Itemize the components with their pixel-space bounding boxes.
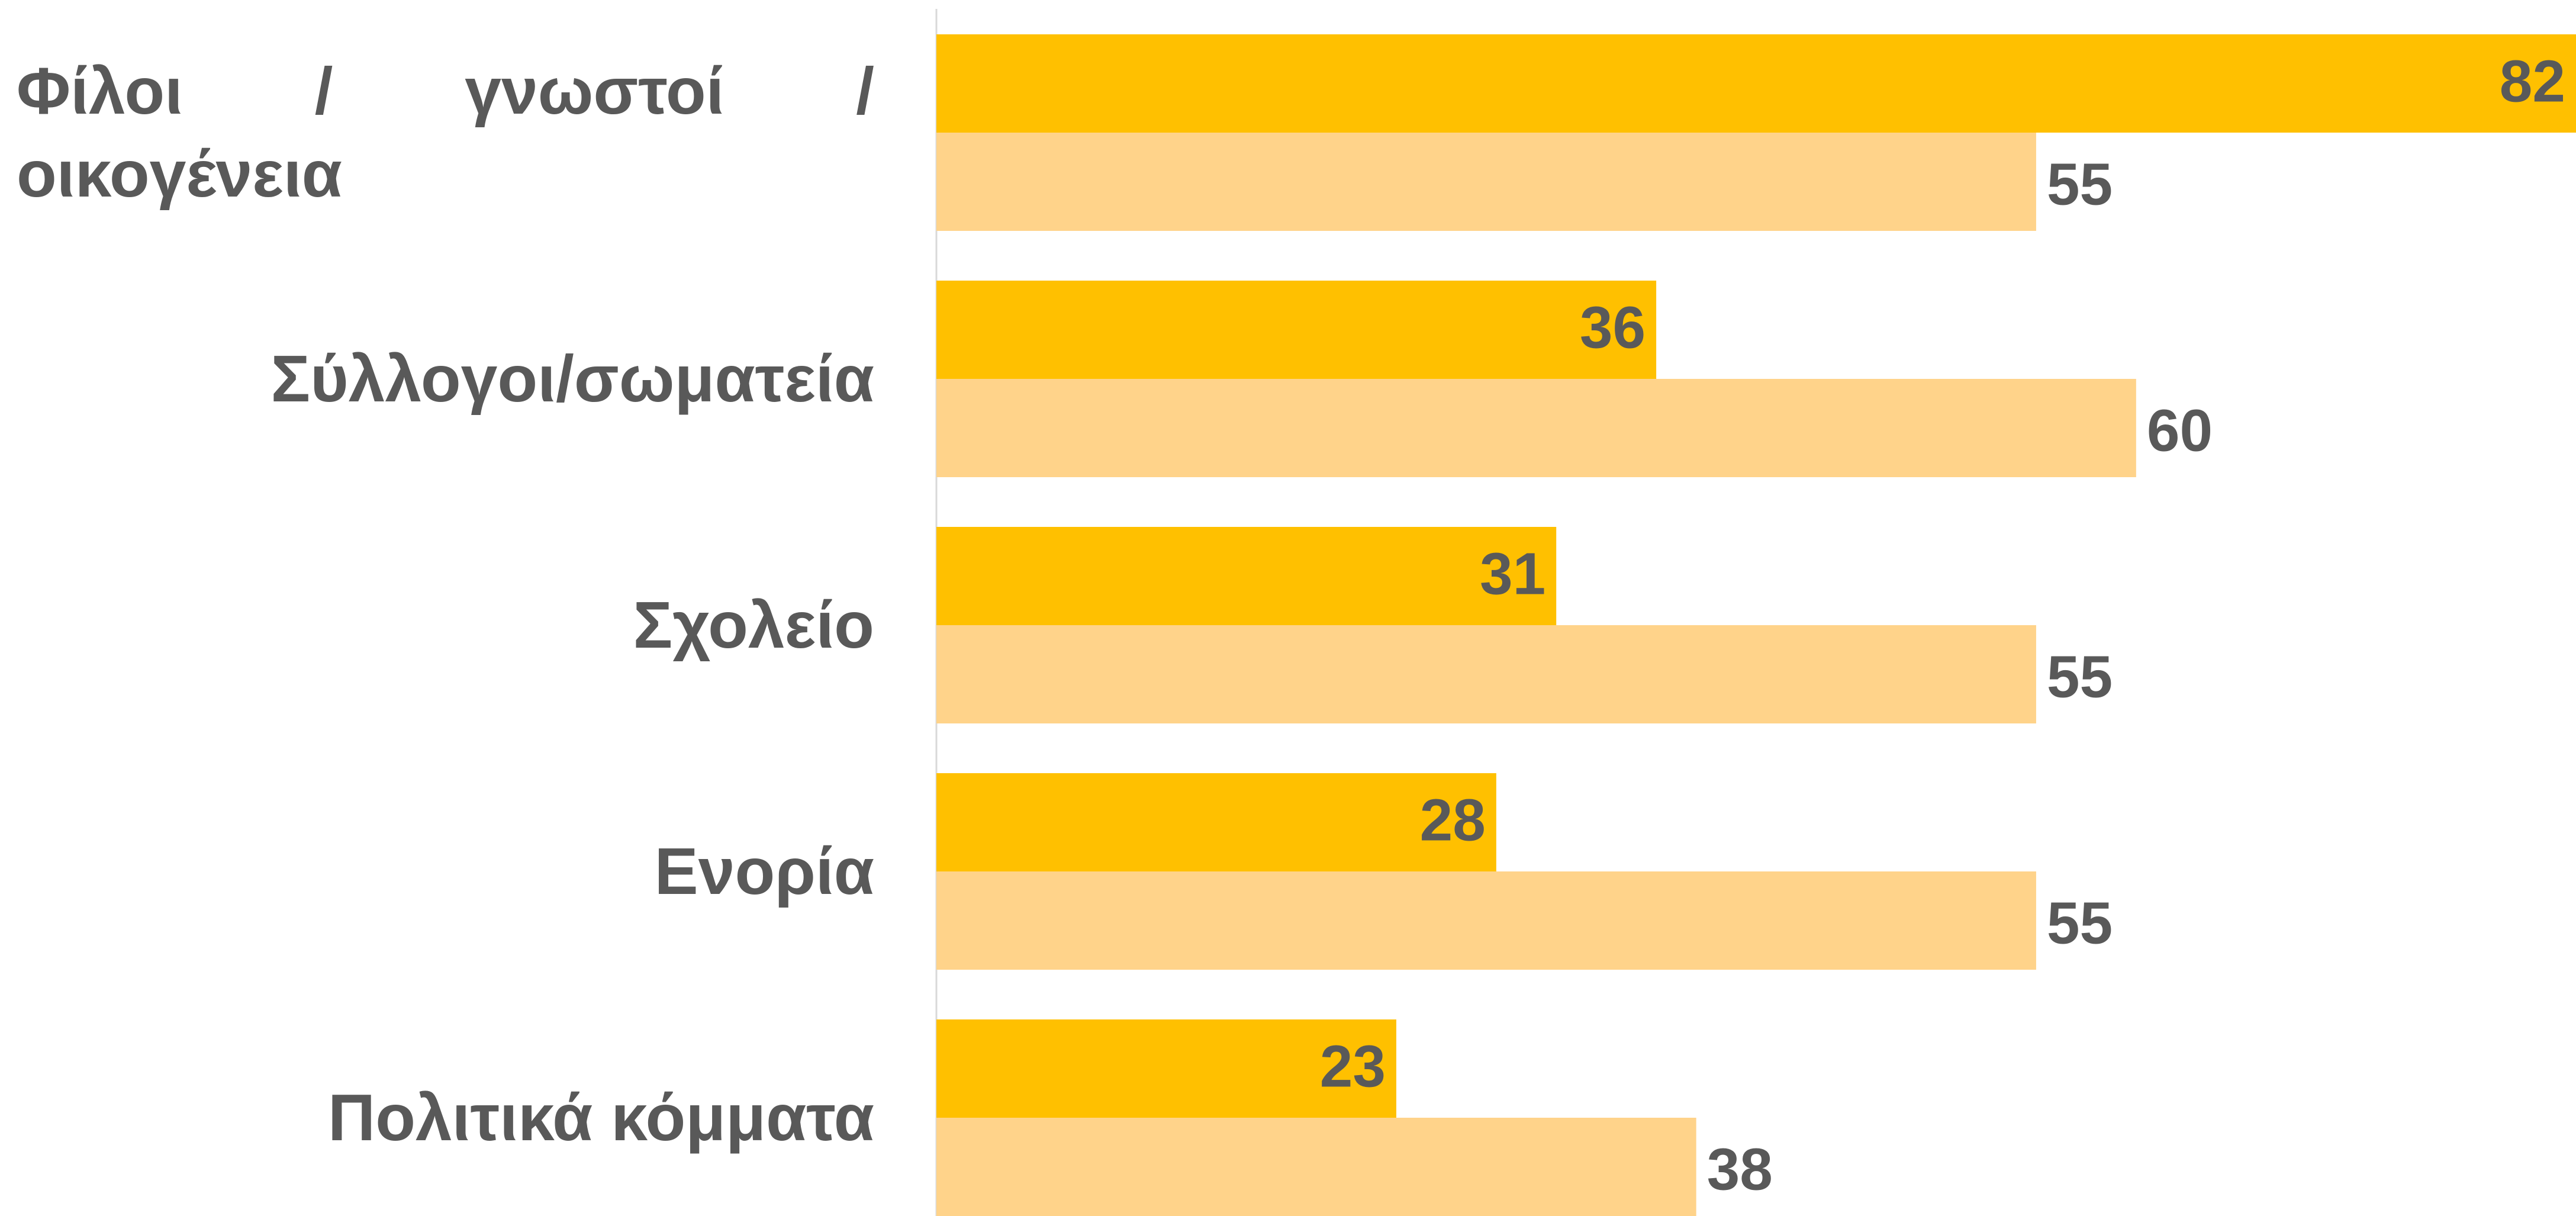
bar — [936, 379, 2136, 477]
category-label: Φίλοι / γνωστοί / οικογένεια — [17, 54, 874, 211]
value-label: 38 — [1707, 1136, 1773, 1202]
bar — [936, 34, 2576, 133]
value-label: 23 — [1320, 1033, 1386, 1099]
category-label: Σύλλογοι/σωματεία — [271, 342, 875, 416]
bar — [936, 133, 2036, 231]
bar — [936, 871, 2036, 970]
value-label: 82 — [2500, 48, 2565, 114]
value-label: 28 — [1420, 787, 1486, 853]
category-label: Πολιτικά κόμματα — [328, 1081, 874, 1154]
category-label: Σχολείο — [633, 588, 874, 662]
bar — [936, 773, 1496, 871]
bar — [936, 625, 2036, 723]
category-label: Ενορία — [654, 835, 874, 908]
value-label: 36 — [1580, 294, 1646, 361]
bar — [936, 1019, 1396, 1118]
value-label: 31 — [1480, 541, 1545, 607]
value-label: 55 — [2047, 151, 2113, 217]
bar — [936, 281, 1657, 379]
value-label: 55 — [2047, 890, 2113, 956]
bar — [936, 527, 1557, 625]
bar — [936, 1118, 1696, 1216]
value-label: 60 — [2147, 397, 2213, 464]
value-label: 55 — [2047, 644, 2113, 710]
